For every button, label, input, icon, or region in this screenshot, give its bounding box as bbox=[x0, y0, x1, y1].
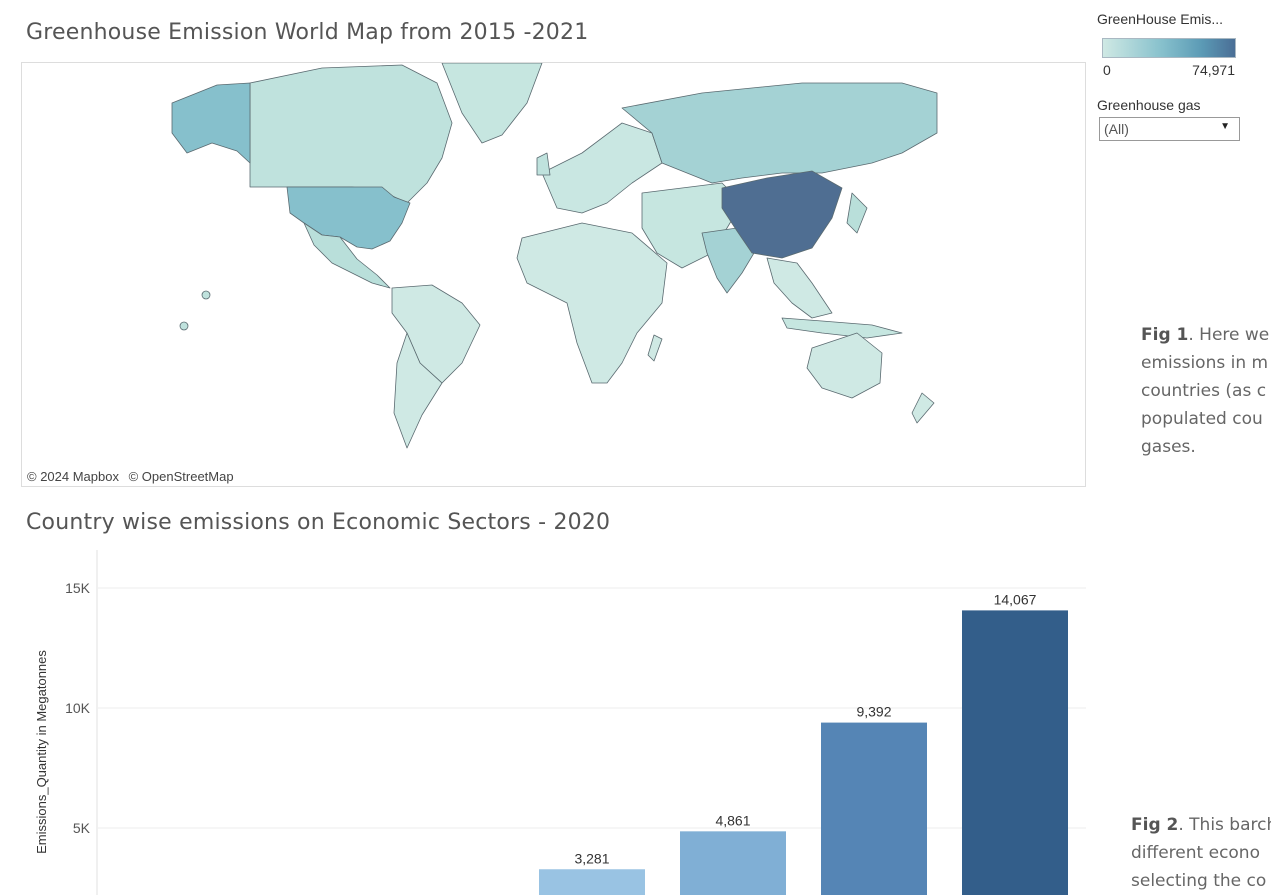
country-uk bbox=[536, 152, 551, 176]
color-legend-min: 0 bbox=[1103, 62, 1111, 78]
gas-filter-value: (All) bbox=[1104, 121, 1129, 137]
fig1-line-4: populated cou bbox=[1141, 409, 1263, 429]
country-alaska bbox=[171, 82, 251, 164]
country-brazil bbox=[391, 284, 481, 384]
island-hawaii bbox=[201, 290, 211, 300]
fig2-line-1: . This barch bbox=[1178, 815, 1271, 835]
bar-chart-title: Country wise emissions on Economic Secto… bbox=[26, 510, 611, 535]
country-japan bbox=[846, 192, 868, 234]
country-argentina bbox=[393, 332, 443, 449]
bar-1[interactable] bbox=[680, 831, 786, 895]
fig1-line-1: . Here we bbox=[1188, 325, 1270, 345]
country-madagascar bbox=[647, 334, 663, 362]
fig2-line-2: different econo bbox=[1131, 843, 1260, 863]
fig2-caption: Fig 2. This barch different econo select… bbox=[1131, 811, 1271, 895]
fig1-label: Fig 1 bbox=[1141, 325, 1189, 345]
fig1-caption: Fig 1. Here we emissions in m countries … bbox=[1141, 321, 1271, 461]
country-china bbox=[721, 170, 843, 259]
osm-credit[interactable]: © OpenStreetMap bbox=[128, 469, 234, 484]
y-tick-label-2: 15K bbox=[65, 580, 91, 596]
country-greenland bbox=[441, 63, 543, 144]
bar-0[interactable] bbox=[539, 869, 645, 895]
world-map[interactable]: © 2024 Mapbox © OpenStreetMap bbox=[21, 62, 1086, 487]
y-tick-label-1: 10K bbox=[65, 700, 91, 716]
country-usa bbox=[286, 186, 411, 250]
fig1-line-3: countries (as c bbox=[1141, 381, 1267, 401]
mapbox-credit[interactable]: © 2024 Mapbox bbox=[27, 469, 119, 484]
bar-3[interactable] bbox=[962, 610, 1068, 895]
map-attribution[interactable]: © 2024 Mapbox © OpenStreetMap bbox=[27, 469, 240, 484]
fig2-line-3: selecting the co bbox=[1131, 871, 1267, 891]
bar-2[interactable] bbox=[821, 722, 927, 895]
gas-filter-title: Greenhouse gas bbox=[1097, 97, 1201, 113]
gas-filter-dropdown[interactable]: (All) ▼ bbox=[1099, 117, 1240, 141]
map-canvas[interactable] bbox=[22, 63, 1086, 487]
island-hawaii-2 bbox=[179, 321, 189, 331]
color-legend-max: 74,971 bbox=[1192, 62, 1235, 78]
region-africa bbox=[516, 222, 668, 384]
bar-value-label-3: 14,067 bbox=[994, 591, 1037, 607]
bar-value-label-0: 3,281 bbox=[574, 850, 609, 866]
country-canada bbox=[249, 64, 453, 204]
bar-value-label-1: 4,861 bbox=[715, 812, 750, 828]
country-new-zealand bbox=[911, 392, 935, 424]
bar-value-label-2: 9,392 bbox=[856, 704, 891, 720]
fig2-label: Fig 2 bbox=[1131, 815, 1179, 835]
region-europe bbox=[541, 122, 663, 214]
y-tick-label-0: 5K bbox=[73, 820, 91, 836]
country-indonesia bbox=[781, 317, 903, 339]
color-legend-ramp bbox=[1102, 38, 1236, 58]
fig1-line-2: emissions in m bbox=[1141, 353, 1269, 373]
map-title: Greenhouse Emission World Map from 2015 … bbox=[26, 20, 589, 45]
region-southeast-asia bbox=[766, 257, 833, 319]
country-australia bbox=[806, 332, 883, 399]
chevron-down-icon[interactable]: ▼ bbox=[1220, 121, 1230, 132]
country-russia bbox=[621, 82, 938, 184]
fig1-line-5: gases. bbox=[1141, 437, 1196, 457]
y-axis-label: Emissions_Quantity in Megatonnes bbox=[34, 650, 49, 854]
color-legend-title: GreenHouse Emis... bbox=[1097, 11, 1224, 27]
bar-chart[interactable]: 5K 10K 15K 3,281 4,861 9,392 14,067 Emissions… bbox=[0, 540, 1100, 895]
country-mexico bbox=[303, 222, 391, 289]
